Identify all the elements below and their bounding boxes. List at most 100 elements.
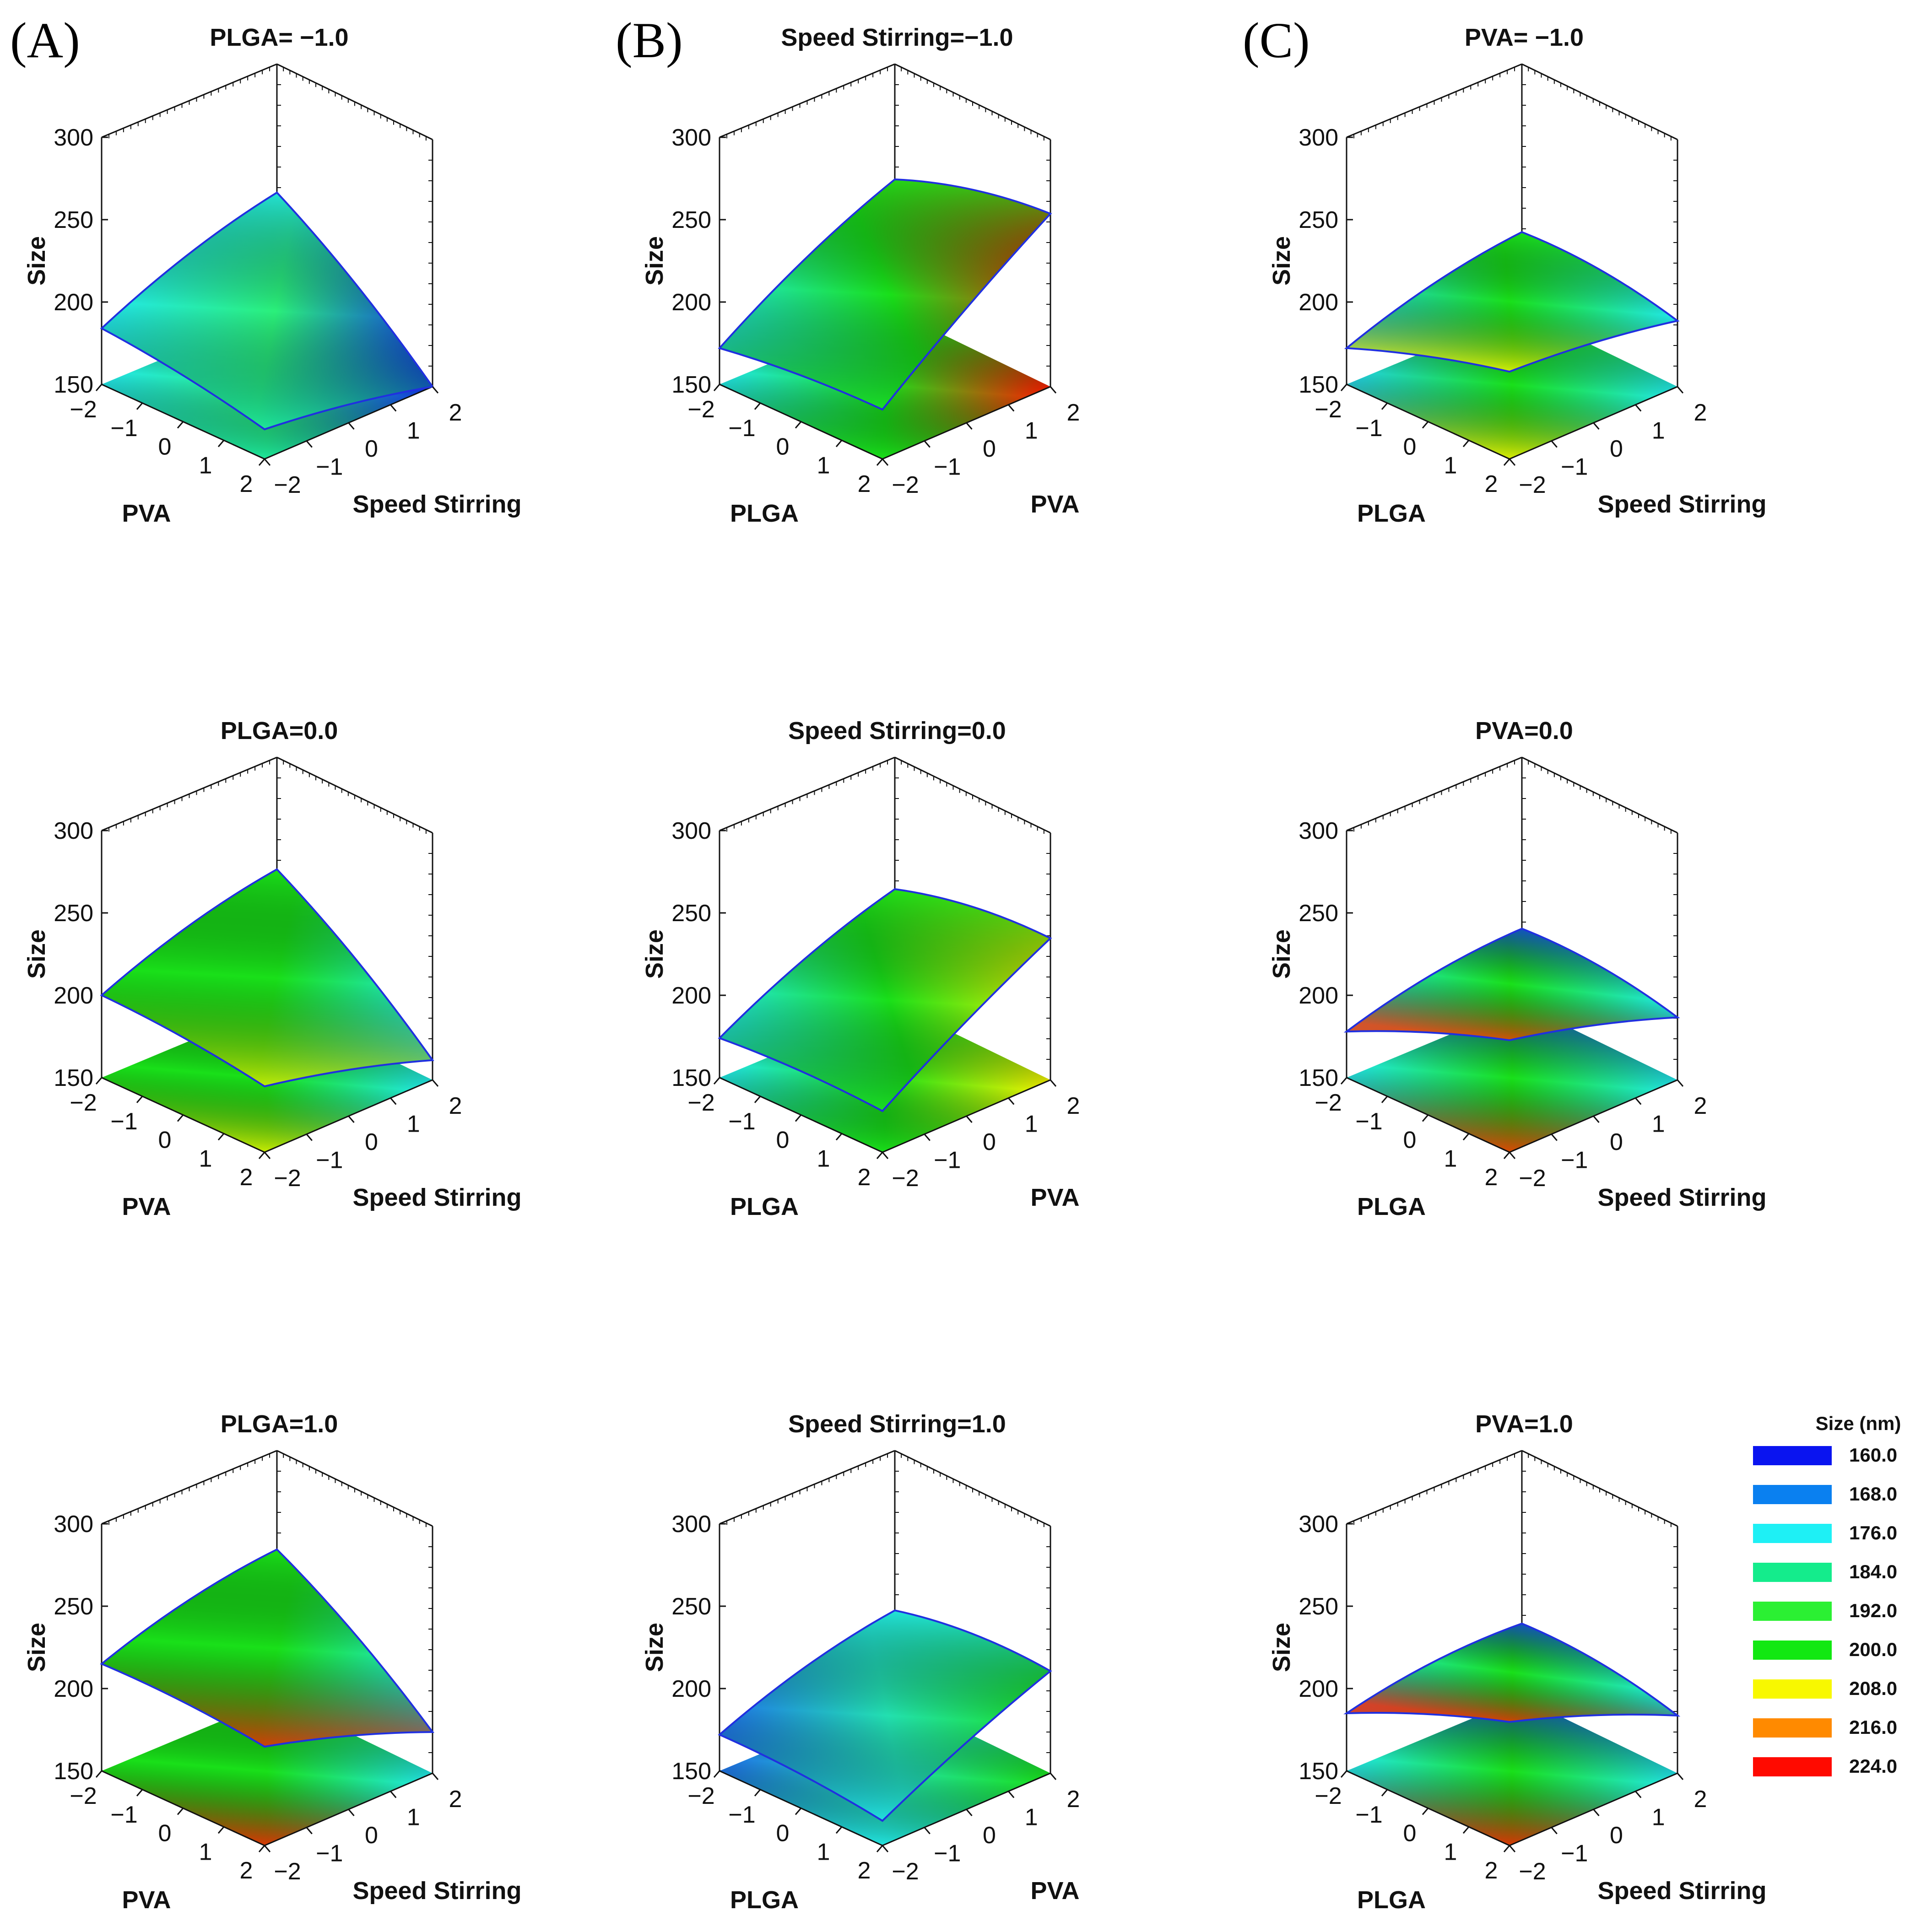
x-tick-label: 2 (240, 1857, 253, 1884)
y-tick-label: 0 (365, 436, 378, 462)
panel-c-3: PVA=1.0 150 200 250 300 Size −2 −1 0 1 2 PLGA −2 −1 0 1… (1268, 1410, 1767, 1914)
z-tick-label: 150 (671, 372, 711, 398)
y-tick-label: −2 (274, 1165, 301, 1192)
y-tick (966, 1809, 973, 1816)
z-axis-label: Size (641, 929, 668, 979)
legend-swatch (1753, 1718, 1832, 1738)
x-tick (136, 1789, 143, 1797)
y-tick-label: 1 (1025, 1804, 1038, 1831)
surface-outline (718, 888, 1052, 1112)
y-tick (1593, 1116, 1600, 1123)
x-axis-label: PLGA (730, 500, 799, 527)
z-axis-label: Size (1268, 236, 1295, 286)
x-tick-label: −1 (1355, 1802, 1382, 1828)
response-surface (100, 1548, 434, 1748)
legend-title: Size (nm) (1816, 1413, 1901, 1434)
panel-title: PLGA=1.0 (221, 1410, 338, 1438)
x-tick (1503, 459, 1510, 466)
y-tick-label: 2 (1694, 1093, 1707, 1119)
y-tick (1593, 1809, 1600, 1816)
y-tick (1050, 386, 1057, 394)
y-tick (1008, 1791, 1015, 1798)
z-tick-label: 250 (671, 207, 711, 233)
x-tick (1462, 440, 1470, 448)
x-tick (795, 1114, 802, 1122)
y-tick-label: −1 (934, 1147, 961, 1174)
panel-c-2: PVA=0.0150200250300Size−2−1012PLGA−2−101… (1268, 717, 1767, 1220)
y-tick-label: 2 (1067, 1786, 1080, 1813)
z-axis-label: Size (23, 929, 50, 979)
surface-cross (720, 1610, 1050, 1821)
x-axis-label: PVA (122, 500, 171, 527)
x-tick (177, 421, 184, 429)
x-tick-label: 0 (776, 1127, 790, 1154)
surface-outline (1343, 1622, 1681, 1723)
legend-swatch (1753, 1563, 1832, 1582)
y-tick (966, 422, 973, 430)
x-tick (713, 1770, 720, 1778)
x-axis-label: PLGA (1357, 1886, 1426, 1914)
x-tick-label: 2 (858, 471, 871, 497)
panel-letter-b: (B) (616, 12, 683, 68)
y-tick (432, 1079, 439, 1087)
y-tick-label: −2 (892, 1858, 919, 1885)
x-tick-label: 2 (858, 1857, 871, 1884)
surface-cross (102, 1549, 433, 1747)
y-tick-label: 1 (1652, 1804, 1665, 1831)
y-tick-label: −2 (274, 1858, 301, 1885)
y-tick (306, 1827, 313, 1835)
x-tick-label: −1 (110, 415, 137, 442)
y-tick-label: −1 (1561, 454, 1588, 480)
x-tick-label: −1 (110, 1802, 137, 1828)
z-tick-label: 300 (671, 818, 711, 844)
x-tick (835, 1133, 843, 1141)
surface-cross (720, 889, 1050, 1111)
y-tick (1677, 386, 1684, 394)
y-tick (1008, 404, 1015, 412)
size-legend: Size (nm) 160.0 168.0 176.0 184.0 192.0 200.0 2… (1753, 1413, 1901, 1777)
x-tick-label: 0 (776, 1820, 790, 1847)
y-tick-label: 2 (449, 399, 462, 426)
x-tick (95, 1077, 103, 1085)
x-tick-label: −2 (687, 396, 714, 423)
x-tick-label: 1 (199, 452, 212, 479)
x-tick-label: −2 (70, 1090, 97, 1116)
panel-title: Speed Stirring=−1.0 (781, 24, 1013, 51)
panel-letter-a: (A) (10, 12, 80, 68)
y-tick (882, 459, 889, 466)
legend-value: 208.0 (1849, 1678, 1897, 1699)
z-tick-label: 300 (671, 1511, 711, 1538)
y-tick (1635, 1791, 1642, 1798)
legend-swatch (1753, 1524, 1832, 1543)
y-tick-label: −2 (1519, 1858, 1546, 1885)
response-surface (1343, 1622, 1681, 1723)
x-tick-label: 1 (1444, 452, 1457, 479)
x-tick (876, 1845, 883, 1852)
y-axis-label: Speed Stirring (352, 491, 521, 518)
panel-b-2: Speed Stirring=0.0150200250300Size−2−101… (641, 717, 1080, 1220)
y-axis-label: PVA (1030, 1184, 1079, 1211)
z-tick-label: 200 (671, 982, 711, 1009)
z-tick-label: 250 (671, 1593, 711, 1620)
z-tick-label: 200 (54, 289, 93, 316)
x-axis-label: PLGA (1357, 1193, 1426, 1220)
y-tick (1635, 404, 1642, 412)
z-tick-label: 300 (1299, 818, 1338, 844)
y-tick-label: 2 (1694, 399, 1707, 426)
x-tick-label: −2 (1315, 396, 1342, 423)
y-tick-label: −2 (1519, 472, 1546, 498)
z-axis-label: Size (23, 1623, 50, 1672)
y-tick (264, 1845, 271, 1852)
surface-cross (1347, 928, 1677, 1041)
x-axis-label: PVA (122, 1193, 171, 1220)
panel-a-1: PLGA= −1.0 150 200 250 300 Size −2 −1 0 1 2 PVA −2 −1… (23, 24, 522, 527)
x-tick-label: 1 (817, 1145, 830, 1172)
x-tick-label: −1 (728, 1108, 755, 1135)
z-axis-label: Size (1268, 929, 1295, 979)
legend-value: 184.0 (1849, 1561, 1897, 1582)
y-axis-label: Speed Stirring (1597, 1877, 1766, 1905)
x-tick-label: 0 (158, 434, 172, 460)
legend-swatch (1753, 1602, 1832, 1621)
panel-title: PLGA=0.0 (221, 717, 338, 745)
x-tick-label: 1 (1444, 1839, 1457, 1865)
